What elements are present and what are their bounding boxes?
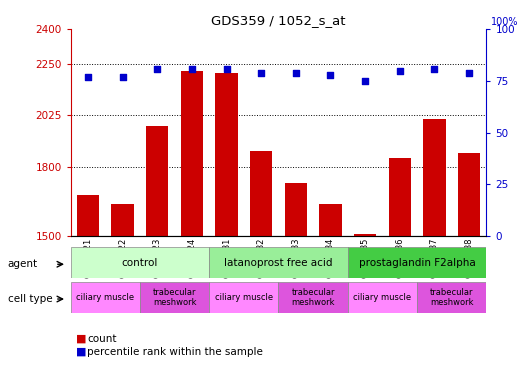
Bar — [348, 282, 417, 313]
Bar — [71, 247, 209, 278]
Text: 100%: 100% — [491, 17, 518, 27]
Text: trabecular
meshwork: trabecular meshwork — [291, 288, 335, 307]
Text: ciliary muscle: ciliary muscle — [76, 293, 134, 302]
Bar — [285, 183, 307, 236]
Bar — [348, 247, 486, 278]
Text: count: count — [87, 333, 117, 344]
Text: ciliary muscle: ciliary muscle — [354, 293, 412, 302]
Title: GDS359 / 1052_s_at: GDS359 / 1052_s_at — [211, 14, 346, 27]
Bar — [389, 158, 411, 236]
Bar — [146, 126, 168, 236]
Bar — [71, 282, 140, 313]
Point — [222, 66, 231, 71]
Point — [188, 66, 196, 71]
Bar — [140, 282, 209, 313]
Text: ■: ■ — [76, 347, 86, 357]
Bar — [354, 234, 377, 236]
Point — [153, 66, 162, 71]
Point — [361, 78, 369, 84]
Bar — [180, 71, 203, 236]
Point — [430, 66, 439, 71]
Point — [118, 74, 127, 80]
Text: cell type: cell type — [8, 294, 52, 304]
Text: agent: agent — [8, 259, 38, 269]
Text: percentile rank within the sample: percentile rank within the sample — [87, 347, 263, 357]
Bar — [423, 119, 446, 236]
Point — [395, 68, 404, 74]
Bar — [111, 204, 134, 236]
Text: trabecular
meshwork: trabecular meshwork — [430, 288, 473, 307]
Text: ciliary muscle: ciliary muscle — [215, 293, 273, 302]
Bar — [417, 282, 486, 313]
Bar — [209, 282, 278, 313]
Bar — [458, 153, 480, 236]
Point — [465, 70, 473, 76]
Bar — [250, 151, 272, 236]
Text: ■: ■ — [76, 333, 86, 344]
Bar — [278, 282, 348, 313]
Text: prostaglandin F2alpha: prostaglandin F2alpha — [359, 258, 475, 268]
Bar — [319, 204, 342, 236]
Bar — [77, 195, 99, 236]
Bar — [215, 73, 238, 236]
Text: trabecular
meshwork: trabecular meshwork — [153, 288, 196, 307]
Text: latanoprost free acid: latanoprost free acid — [224, 258, 333, 268]
Text: control: control — [122, 258, 158, 268]
Point — [326, 72, 335, 78]
Point — [292, 70, 300, 76]
Point — [84, 74, 92, 80]
Bar — [209, 247, 348, 278]
Point — [257, 70, 265, 76]
